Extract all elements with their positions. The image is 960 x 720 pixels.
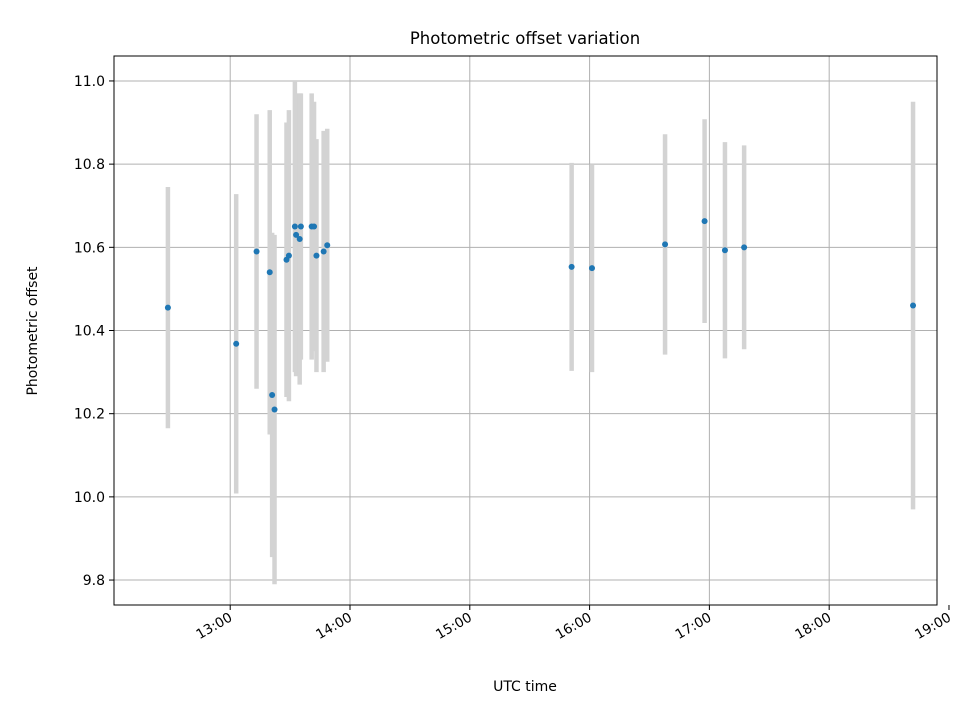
data-point (701, 218, 708, 225)
y-tick-label: 11.0 (74, 74, 105, 90)
y-tick-label: 10.0 (74, 490, 105, 506)
y-tick-label: 10.6 (74, 240, 105, 256)
y-tick-label: 10.4 (74, 324, 105, 340)
data-point (588, 265, 595, 272)
data-point (296, 236, 303, 242)
data-point (253, 248, 260, 255)
y-axis-label: Photometric offset (25, 266, 41, 396)
x-tick-label: 14:00 (313, 610, 355, 643)
grid (114, 56, 937, 605)
x-tick-label: 15:00 (433, 610, 475, 643)
data-point (568, 263, 575, 270)
data-point (662, 241, 669, 248)
data-point (311, 223, 318, 230)
data-point (271, 406, 278, 413)
x-tick-label: 13:00 (194, 610, 236, 643)
data-point (313, 252, 320, 259)
data-point (324, 242, 331, 249)
data-point (741, 244, 748, 251)
data-point (721, 247, 728, 254)
x-tick-label: 17:00 (673, 610, 715, 643)
data-point (164, 304, 171, 311)
x-tick-label: 16:00 (553, 610, 595, 643)
data-point (291, 223, 298, 230)
error-bars (165, 80, 916, 585)
y-tick-label: 10.2 (74, 407, 105, 423)
chart-title: Photometric offset variation (410, 29, 640, 48)
data-point (910, 302, 917, 309)
x-axis-label: UTC time (493, 679, 557, 695)
x-tick-label: 18:00 (792, 610, 834, 643)
data-point (297, 223, 304, 230)
data-point (269, 391, 276, 398)
axis-ticks: 13:00 14:00 15:00 16:00 17:00 18:00 19:00 9.8 10… (74, 74, 954, 643)
y-tick-label: 9.8 (83, 573, 105, 589)
data-point (266, 269, 273, 276)
y-tick-label: 10.8 (74, 157, 105, 173)
data-point (293, 231, 300, 238)
data-points (164, 218, 917, 413)
data-point (285, 252, 292, 259)
x-tick-label: 19:00 (912, 610, 954, 643)
data-point (320, 248, 327, 255)
data-point (233, 340, 240, 347)
